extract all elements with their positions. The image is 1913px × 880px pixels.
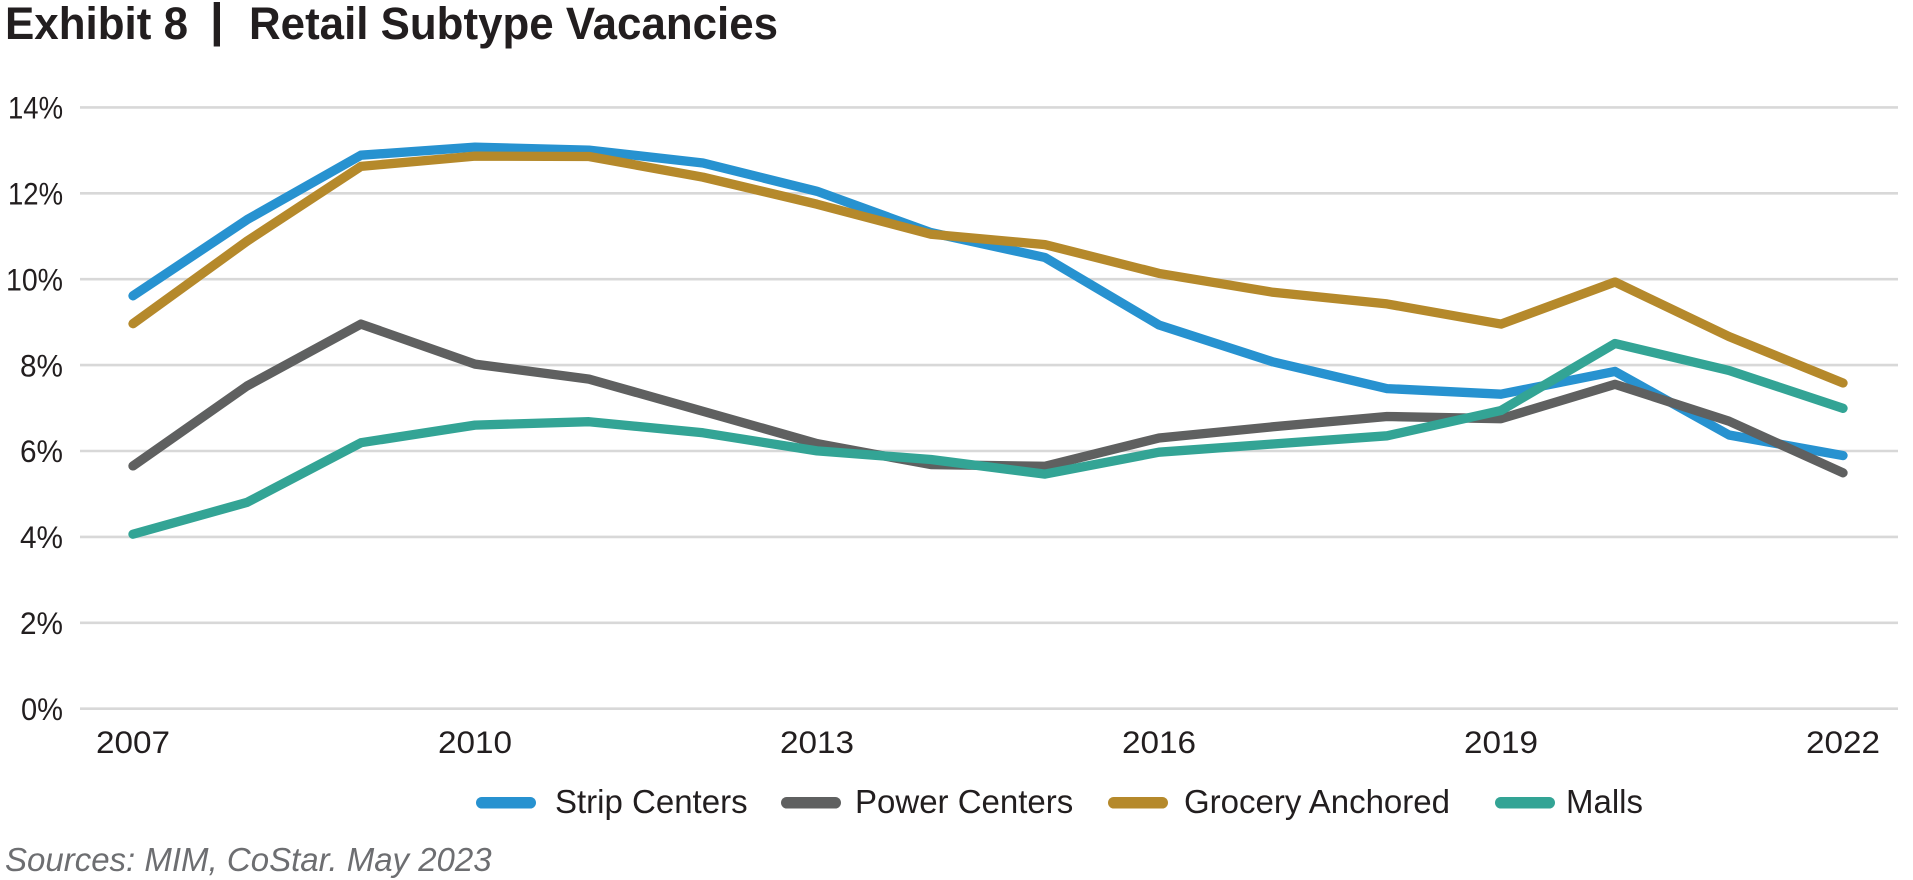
svg-text:Malls: Malls [1566,783,1643,820]
svg-text:Power Centers: Power Centers [855,783,1073,820]
svg-text:2019: 2019 [1464,724,1538,760]
svg-text:2022: 2022 [1806,724,1880,760]
svg-text:2%: 2% [20,605,63,641]
svg-text:8%: 8% [20,347,63,383]
svg-text:14%: 14% [8,90,63,126]
svg-text:12%: 12% [8,176,63,212]
svg-text:2010: 2010 [438,724,512,760]
svg-text:4%: 4% [20,519,63,555]
svg-text:Retail Subtype Vacancies: Retail Subtype Vacancies [249,0,778,49]
svg-text:2007: 2007 [96,724,170,760]
svg-text:0%: 0% [21,691,63,727]
svg-text:Grocery Anchored: Grocery Anchored [1184,783,1450,820]
svg-text:2013: 2013 [780,724,854,760]
svg-text:Exhibit 8: Exhibit 8 [5,0,188,49]
svg-text:10%: 10% [6,261,63,297]
svg-text:Strip Centers: Strip Centers [555,783,748,820]
svg-text:6%: 6% [20,433,63,469]
svg-text:Sources: MIM, CoStar. May 2023: Sources: MIM, CoStar. May 2023 [5,841,492,878]
svg-text:2016: 2016 [1122,724,1196,760]
